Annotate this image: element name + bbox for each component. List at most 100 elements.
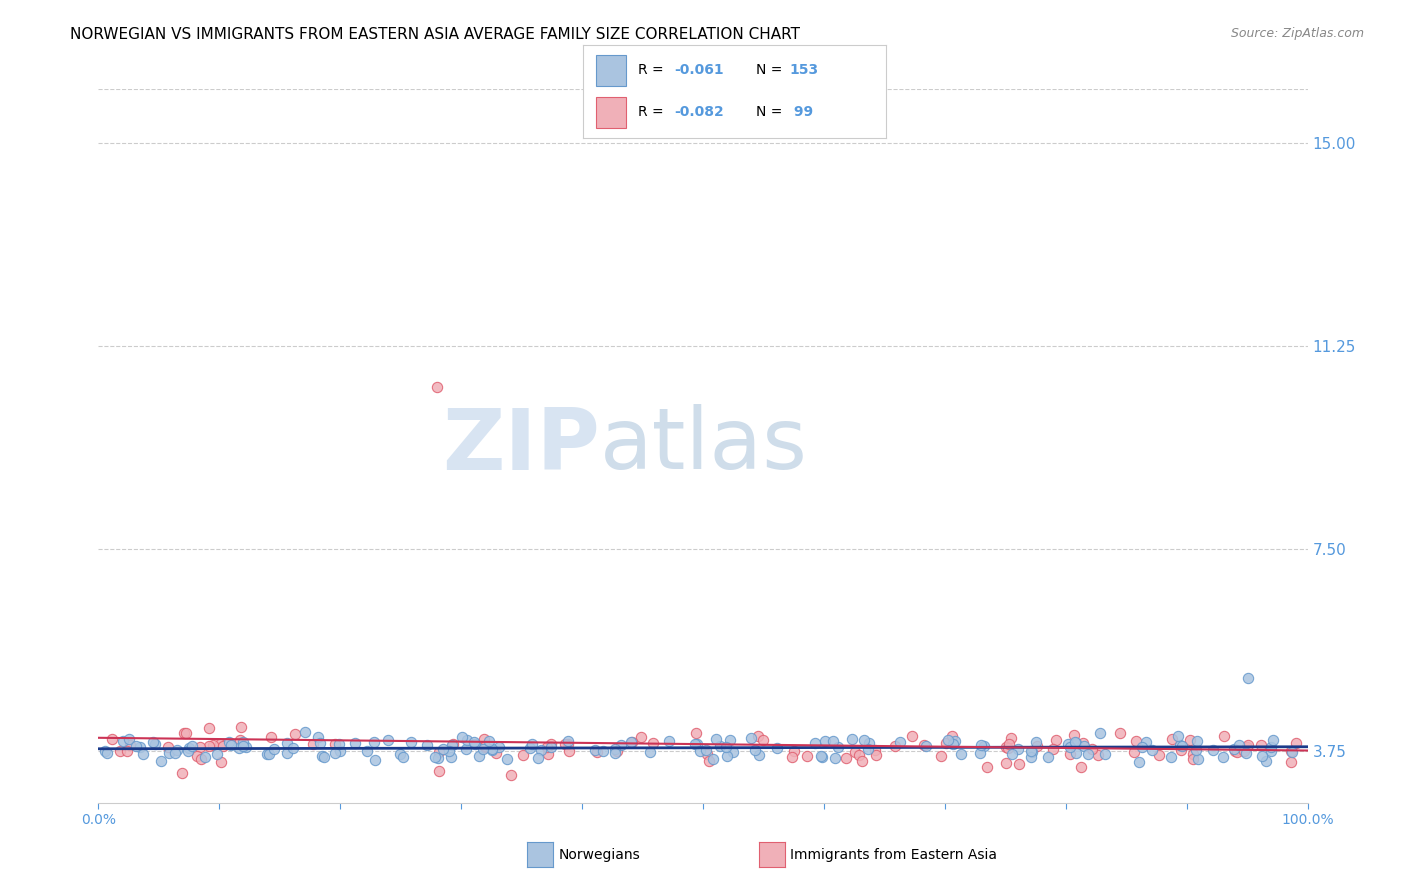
- Point: [1237, 672, 1260, 686]
- Point: [1001, 747, 1024, 761]
- Point: [474, 739, 496, 754]
- Point: [467, 749, 489, 764]
- Point: [1135, 735, 1157, 749]
- Point: [1070, 759, 1092, 773]
- Point: [485, 746, 508, 760]
- Point: [995, 739, 1018, 754]
- Point: [329, 744, 352, 758]
- Point: [658, 733, 681, 747]
- Point: [231, 721, 253, 735]
- Point: [212, 739, 235, 753]
- Point: [900, 729, 922, 743]
- Point: [1036, 749, 1059, 764]
- Point: [827, 739, 849, 754]
- Point: [1234, 746, 1257, 760]
- Point: [415, 738, 437, 752]
- Point: [976, 759, 998, 773]
- Point: [377, 733, 399, 747]
- Point: [307, 731, 329, 745]
- Point: [1008, 756, 1031, 771]
- Point: [478, 733, 501, 747]
- Point: [942, 737, 965, 751]
- Point: [865, 748, 887, 763]
- Point: [463, 735, 485, 749]
- Point: [1281, 746, 1303, 760]
- Point: [810, 748, 832, 763]
- Point: [401, 735, 423, 749]
- Point: [998, 737, 1021, 751]
- Point: [1285, 736, 1308, 750]
- Point: [814, 734, 837, 748]
- Point: [173, 726, 195, 740]
- Point: [425, 750, 447, 764]
- Point: [912, 738, 935, 752]
- Bar: [596, 55, 626, 86]
- Point: [1149, 748, 1171, 763]
- Point: [1019, 749, 1042, 764]
- Point: [356, 743, 378, 757]
- Point: [620, 734, 643, 748]
- Text: 99: 99: [789, 105, 813, 119]
- Point: [1094, 747, 1116, 761]
- Point: [1109, 725, 1132, 739]
- Point: [853, 733, 876, 747]
- Point: [943, 734, 966, 748]
- Point: [783, 743, 806, 757]
- Point: [325, 747, 347, 761]
- Point: [432, 742, 454, 756]
- Point: [132, 747, 155, 761]
- Point: [702, 752, 724, 766]
- Point: [685, 737, 707, 751]
- Point: [530, 743, 553, 757]
- Text: R =: R =: [638, 105, 668, 119]
- Point: [1212, 729, 1234, 743]
- Point: [766, 741, 789, 756]
- Point: [603, 747, 626, 761]
- Point: [143, 738, 166, 752]
- Text: N =: N =: [756, 63, 786, 77]
- Point: [973, 739, 995, 753]
- Point: [1237, 738, 1260, 752]
- Point: [1063, 728, 1085, 742]
- Point: [856, 742, 879, 756]
- Point: [605, 742, 627, 756]
- Point: [835, 751, 858, 765]
- Point: [519, 741, 541, 756]
- Point: [499, 767, 522, 781]
- Point: [363, 735, 385, 749]
- Point: [312, 749, 335, 764]
- Point: [592, 744, 614, 758]
- Point: [557, 738, 579, 752]
- Point: [748, 747, 770, 762]
- Point: [392, 750, 415, 764]
- Point: [883, 739, 905, 754]
- Point: [426, 379, 449, 393]
- Point: [689, 744, 711, 758]
- Point: [276, 747, 298, 761]
- Point: [209, 737, 232, 751]
- Point: [427, 751, 450, 765]
- Point: [118, 732, 141, 747]
- Point: [157, 739, 180, 754]
- Point: [1160, 750, 1182, 764]
- Point: [780, 750, 803, 764]
- Point: [194, 750, 217, 764]
- Point: [456, 733, 478, 747]
- Point: [1167, 729, 1189, 743]
- Point: [284, 726, 307, 740]
- Point: [188, 740, 211, 755]
- Text: Source: ZipAtlas.com: Source: ZipAtlas.com: [1230, 27, 1364, 40]
- Point: [125, 739, 148, 754]
- Point: [1125, 733, 1147, 747]
- Point: [641, 736, 664, 750]
- Point: [1260, 744, 1282, 758]
- Point: [686, 737, 709, 751]
- Point: [495, 752, 517, 766]
- Point: [1250, 738, 1272, 752]
- Point: [1000, 731, 1022, 746]
- Point: [1236, 739, 1258, 754]
- Text: 153: 153: [789, 63, 818, 77]
- Point: [232, 735, 254, 749]
- Point: [1081, 742, 1104, 756]
- Point: [1026, 739, 1049, 753]
